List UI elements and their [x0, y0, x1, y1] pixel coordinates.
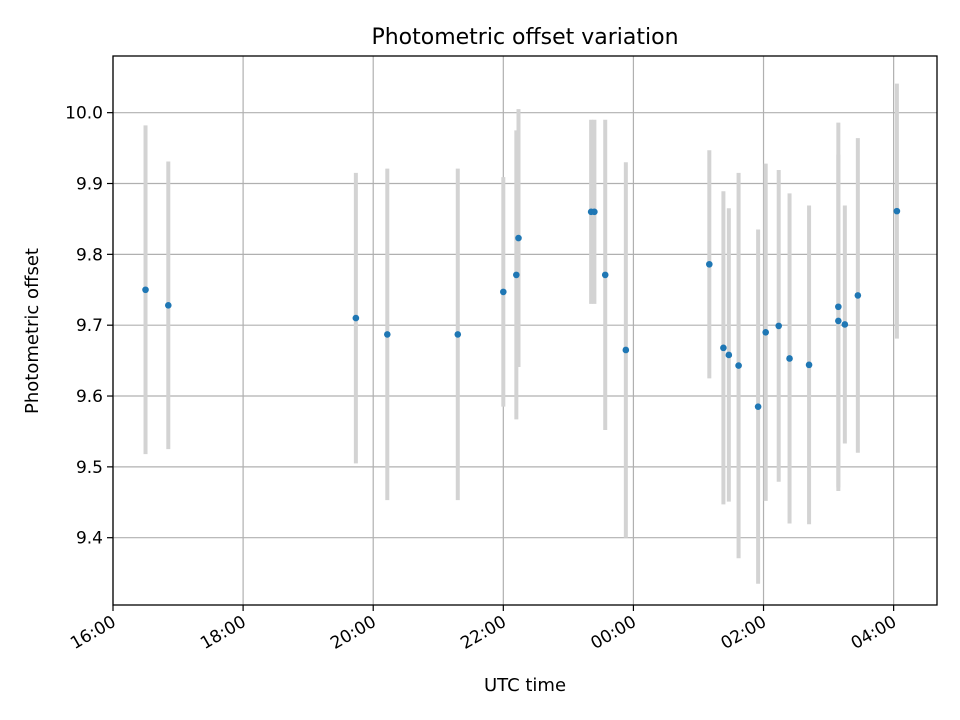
x-tick-label: 22:00: [457, 612, 509, 654]
data-point: [786, 355, 793, 362]
data-point: [720, 344, 727, 352]
data-point: [805, 361, 813, 369]
x-tick-label: 18:00: [197, 612, 249, 654]
y-tick-label: 9.7: [76, 316, 103, 336]
y-tick-label: 9.8: [76, 245, 103, 265]
y-tick-label: 9.6: [76, 387, 103, 407]
data-point: [601, 271, 609, 279]
data-point: [622, 346, 630, 354]
data-point: [352, 314, 360, 322]
y-tick-label: 10.0: [65, 104, 103, 124]
error-bars: [143, 83, 899, 584]
data-point: [754, 403, 762, 410]
data-point: [706, 260, 713, 268]
data-point: [142, 286, 149, 294]
data-point: [591, 208, 598, 216]
y-tick-label: 9.5: [76, 458, 103, 478]
y-axis-ticks: 9.4 9.5 9.6 9.7 9.8 9.9 10.0: [65, 104, 113, 549]
x-tick-label: 04:00: [848, 612, 900, 654]
x-axis-label: UTC time: [484, 675, 566, 696]
x-tick-label: 02:00: [718, 612, 770, 654]
x-tick-label: 20:00: [327, 612, 379, 654]
y-axis-label: Photometric offset: [22, 248, 43, 414]
data-point: [164, 302, 172, 309]
data-point: [841, 321, 849, 328]
data-point: [515, 234, 522, 242]
data-markers: [142, 207, 901, 410]
y-tick-label: 9.4: [76, 529, 103, 549]
data-point: [854, 292, 862, 299]
data-point: [835, 303, 842, 311]
x-tick-label: 16:00: [67, 612, 119, 654]
grid: [112, 56, 937, 605]
data-point: [835, 317, 842, 325]
data-point: [454, 331, 462, 338]
data-point: [762, 328, 769, 336]
data-point: [893, 207, 901, 215]
x-tick-label: 00:00: [587, 612, 639, 654]
x-axis-ticks: 16:00 18:00 20:00 22:00 00:00 02:00 04:00: [67, 605, 900, 654]
plot-frame: [112, 55, 938, 606]
data-point: [775, 322, 783, 330]
chart-title: Photometric offset variation: [371, 25, 678, 50]
y-tick-label: 9.9: [76, 175, 103, 195]
data-point: [384, 331, 391, 338]
data-point: [500, 288, 507, 296]
data-point: [725, 351, 733, 359]
data-point: [513, 271, 520, 279]
data-point: [735, 362, 742, 369]
